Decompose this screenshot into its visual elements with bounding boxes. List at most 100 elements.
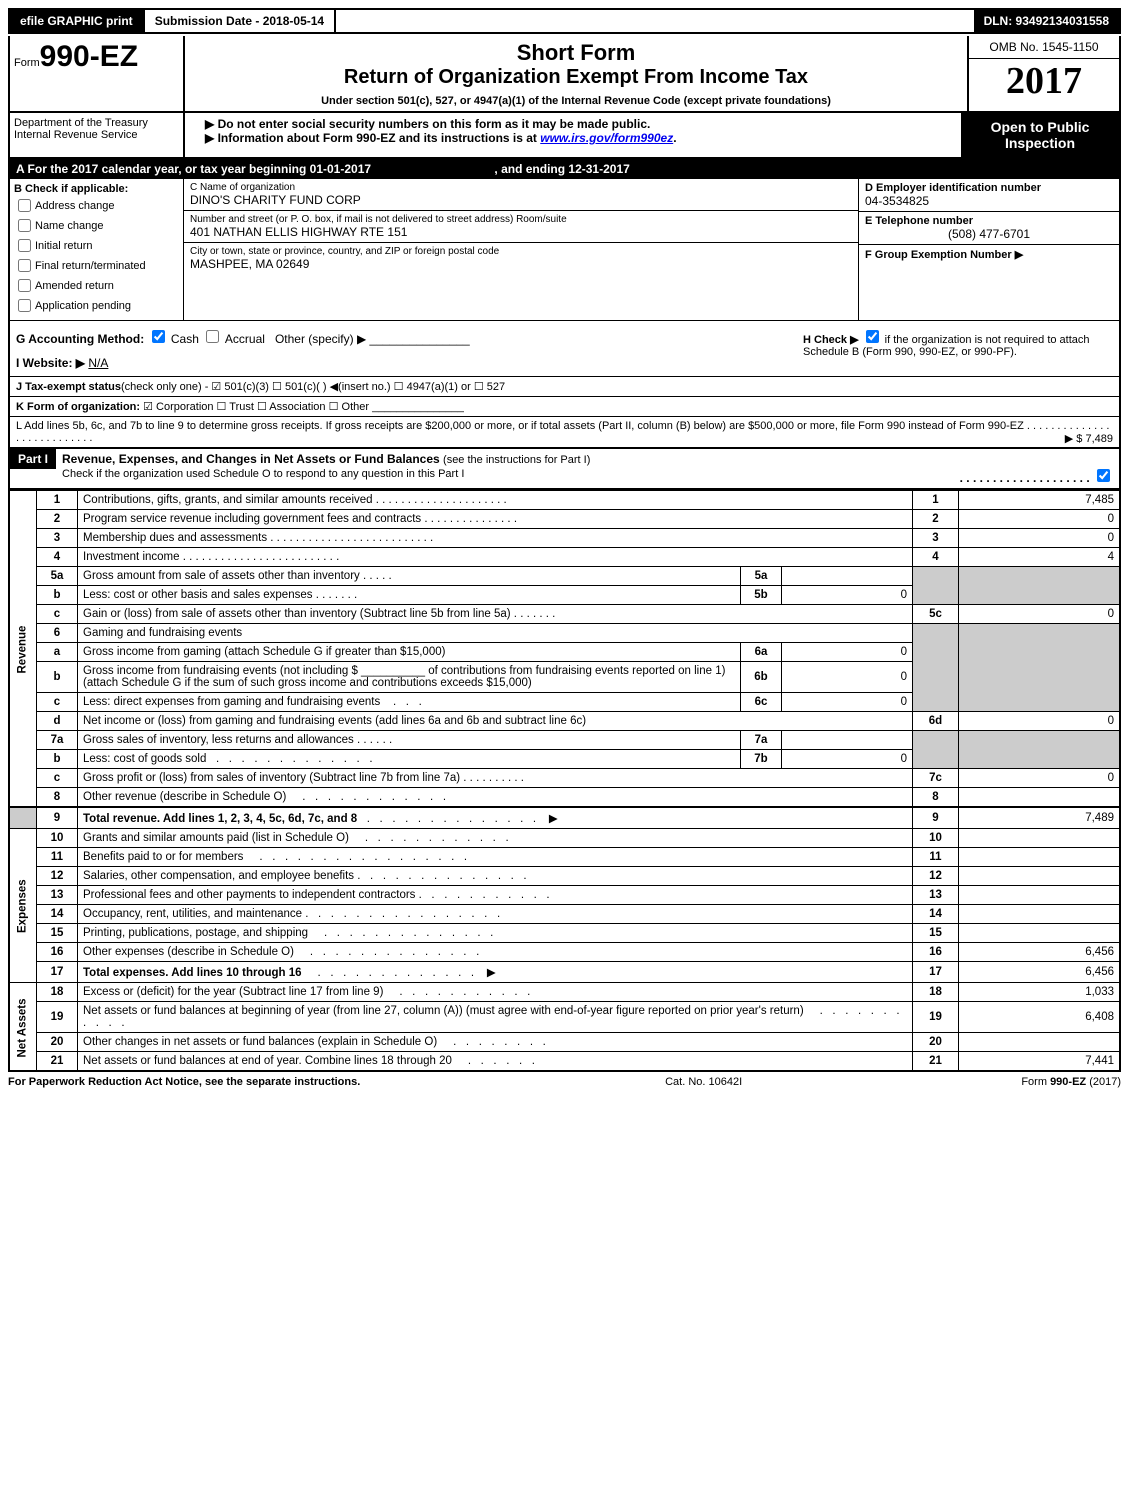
name-column: C Name of organization DINO'S CHARITY FU… xyxy=(184,179,858,320)
line-16-num: 16 xyxy=(37,943,78,962)
row-1: Revenue 1 Contributions, gifts, grants, … xyxy=(9,491,1120,510)
line-10-numcol: 10 xyxy=(913,829,959,848)
line-20-desc: Other changes in net assets or fund bala… xyxy=(78,1033,913,1052)
netassets-section-label: Net Assets xyxy=(9,983,37,1072)
line-6a-subval: 0 xyxy=(782,643,913,662)
line-6c-subval: 0 xyxy=(782,693,913,712)
final-return-label: Final return/terminated xyxy=(35,260,146,272)
l-text: L Add lines 5b, 6c, and 7b to line 9 to … xyxy=(16,420,1024,432)
line-7a-num: 7a xyxy=(37,731,78,750)
line-6a-desc: Gross income from gaming (attach Schedul… xyxy=(78,643,741,662)
part1-label: Part I xyxy=(10,449,56,469)
org-address: 401 NATHAN ELLIS HIGHWAY RTE 151 xyxy=(190,225,852,239)
part1-header-row: Part I Revenue, Expenses, and Changes in… xyxy=(8,449,1121,490)
h-checkbox[interactable] xyxy=(866,330,879,343)
application-pending-checkbox[interactable] xyxy=(18,299,31,312)
gh-row: G Accounting Method: Cash Accrual Other … xyxy=(10,320,1119,376)
line-10-desc: Grants and similar amounts paid (list in… xyxy=(78,829,913,848)
final-return-checkbox[interactable] xyxy=(18,259,31,272)
line-6a-num: a xyxy=(37,643,78,662)
line-6-shaded xyxy=(913,624,959,712)
g-label: G Accounting Method: xyxy=(16,332,144,346)
info-grid: B Check if applicable: Address change Na… xyxy=(10,179,1119,320)
line-18-desc: Excess or (deficit) for the year (Subtra… xyxy=(78,983,913,1002)
line-6c-num: c xyxy=(37,693,78,712)
line-5ab-shaded xyxy=(913,567,959,605)
line-15-num: 15 xyxy=(37,924,78,943)
line-2-num: 2 xyxy=(37,510,78,529)
b-label: B Check if applicable: xyxy=(14,183,179,195)
line-5ab-shaded-val xyxy=(959,567,1121,605)
row-3: 3 Membership dues and assessments . . . … xyxy=(9,529,1120,548)
line-6b-subnum: 6b xyxy=(741,662,782,693)
revenue-section-label: Revenue xyxy=(9,491,37,808)
line-18-num: 18 xyxy=(37,983,78,1002)
main-table: Revenue 1 Contributions, gifts, grants, … xyxy=(8,490,1121,1072)
form-footer-label: Form 990-EZ (2017) xyxy=(843,1076,1121,1088)
efile-print-button[interactable]: efile GRAPHIC print xyxy=(10,10,145,32)
part1-schedule-o-checkbox[interactable] xyxy=(1097,469,1110,482)
under-section: Under section 501(c), 527, or 4947(a)(1)… xyxy=(189,95,963,107)
irs-label: Internal Revenue Service xyxy=(14,129,179,141)
line-17-val: 6,456 xyxy=(959,962,1121,983)
name-change-label: Name change xyxy=(35,220,104,232)
line-11-val xyxy=(959,848,1121,867)
cal-year-begin: A For the 2017 calendar year, or tax yea… xyxy=(16,162,371,176)
short-form-label: Short Form xyxy=(189,40,963,66)
j-text: (check only one) - ☑ 501(c)(3) ☐ 501(c)(… xyxy=(121,381,505,393)
phone: (508) 477-6701 xyxy=(865,227,1113,241)
line-1-num: 1 xyxy=(37,491,78,510)
line-17-numcol: 17 xyxy=(913,962,959,983)
e-label: E Telephone number xyxy=(865,215,1113,227)
line-6d-num: d xyxy=(37,712,78,731)
l-row: L Add lines 5b, 6c, and 7b to line 9 to … xyxy=(10,416,1119,447)
line-6-desc: Gaming and fundraising events xyxy=(78,624,913,643)
line-9-desc: Total revenue. Add lines 1, 2, 3, 4, 5c,… xyxy=(78,807,913,829)
line-7b-num: b xyxy=(37,750,78,769)
row-7a: 7a Gross sales of inventory, less return… xyxy=(9,731,1120,750)
line-6d-val: 0 xyxy=(959,712,1121,731)
address-change-label: Address change xyxy=(35,200,115,212)
line-19-desc: Net assets or fund balances at beginning… xyxy=(78,1002,913,1033)
amended-return-label: Amended return xyxy=(35,280,114,292)
line-1-desc: Contributions, gifts, grants, and simila… xyxy=(78,491,913,510)
initial-return-checkbox[interactable] xyxy=(18,239,31,252)
line-13-desc: Professional fees and other payments to … xyxy=(78,886,913,905)
line-8-desc: Other revenue (describe in Schedule O) .… xyxy=(78,788,913,808)
amended-return-checkbox[interactable] xyxy=(18,279,31,292)
ein: 04-3534825 xyxy=(865,194,1113,208)
line-21-desc: Net assets or fund balances at end of ye… xyxy=(78,1052,913,1072)
accrual-checkbox[interactable] xyxy=(206,330,219,343)
line-7a-desc: Gross sales of inventory, less returns a… xyxy=(78,731,741,750)
cash-checkbox[interactable] xyxy=(152,330,165,343)
accrual-label: Accrual xyxy=(225,332,265,346)
k-text: ☑ Corporation ☐ Trust ☐ Association ☐ Ot… xyxy=(143,401,369,413)
h-label: H Check ▶ xyxy=(803,334,859,346)
instructions: ▶ Do not enter social security numbers o… xyxy=(185,113,961,157)
line-5c-val: 0 xyxy=(959,605,1121,624)
form-header: Form990-EZ Short Form Return of Organiza… xyxy=(8,36,1121,113)
cat-number: Cat. No. 10642I xyxy=(565,1076,843,1088)
row-10: Expenses 10 Grants and similar amounts p… xyxy=(9,829,1120,848)
line-16-val: 6,456 xyxy=(959,943,1121,962)
line-17-desc: Total expenses. Add lines 10 through 16 … xyxy=(78,962,913,983)
line-8-num: 8 xyxy=(37,788,78,808)
expenses-section-label: Expenses xyxy=(9,829,37,983)
line-20-numcol: 20 xyxy=(913,1033,959,1052)
line-2-desc: Program service revenue including govern… xyxy=(78,510,913,529)
j-label: J Tax-exempt status xyxy=(16,381,121,393)
line-5b-subnum: 5b xyxy=(741,586,782,605)
irs-link[interactable]: www.irs.gov/form990ez xyxy=(540,131,673,145)
address-change-checkbox[interactable] xyxy=(18,199,31,212)
name-change-checkbox[interactable] xyxy=(18,219,31,232)
submission-date: Submission Date - 2018-05-14 xyxy=(145,10,336,32)
row-5c: c Gain or (loss) from sale of assets oth… xyxy=(9,605,1120,624)
line-1-val: 7,485 xyxy=(959,491,1121,510)
line-9-val: 7,489 xyxy=(959,807,1121,829)
line-4-val: 4 xyxy=(959,548,1121,567)
form-title-box: Short Form Return of Organization Exempt… xyxy=(185,36,967,111)
line-18-val: 1,033 xyxy=(959,983,1121,1002)
form-number-box: Form990-EZ xyxy=(10,36,185,111)
line-20-val xyxy=(959,1033,1121,1052)
line-4-num: 4 xyxy=(37,548,78,567)
